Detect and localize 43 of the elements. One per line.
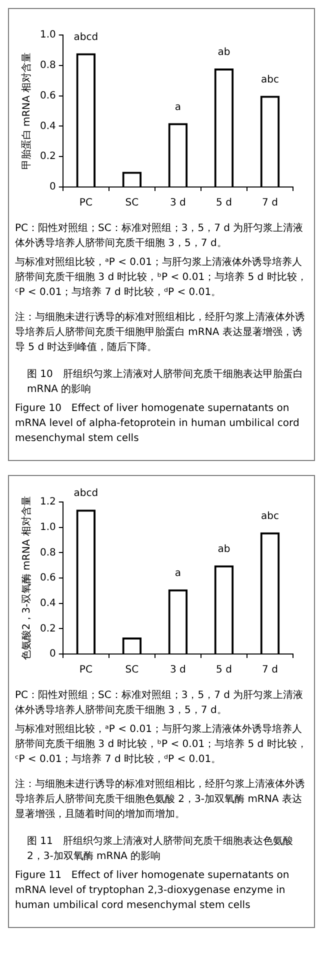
x-tick-label: SC xyxy=(124,664,138,676)
x-tick-label: 3 d xyxy=(170,664,186,676)
x-tick-label: 7 d xyxy=(262,664,278,676)
text: Figure 11 Effect of liver homogenate supernatants on mRNA level of tryptophan 2,3-dioxygenase enzyme in human umbilical cord mesenchymal stem cells xyxy=(15,869,290,913)
y-tick-label: 1.0 xyxy=(39,522,56,533)
x-tick-label: 5 d xyxy=(216,198,232,209)
annotation: a xyxy=(174,568,181,579)
x-tick-label: 5 d xyxy=(216,664,232,676)
text: PC：阳性对照组；SC：标准对照组；3，5，7 d 为肝匀浆上清液体外诱导培养人脐带间充质干细胞 3，5，7 d。 xyxy=(15,688,304,718)
annotation: abcd xyxy=(73,32,98,43)
y-tick-label: 0.4 xyxy=(39,598,56,609)
y-tick-label: 1.2 xyxy=(39,496,56,508)
x-tick-label: PC xyxy=(78,664,92,676)
annotation: ab xyxy=(217,47,230,58)
annotation: ab xyxy=(217,544,230,555)
y-tick-label: 0.8 xyxy=(39,547,56,558)
text: 图 10 肝组织匀浆上清液对人脐带间充质干细胞表达甲胎蛋白 mRNA 的影响 xyxy=(26,368,304,397)
annotation: abc xyxy=(260,510,278,522)
y-tick-label: 1.0 xyxy=(39,30,56,41)
x-tick-label: PC xyxy=(78,198,92,209)
annotation: a xyxy=(174,102,181,113)
y-tick-label: 0 xyxy=(49,182,56,193)
annotation: abcd xyxy=(73,488,98,500)
text: PC：阳性对照组；SC：标准对照组；3，5，7 d 为肝匀浆上清液体外诱导培养人脐带间充质干细胞 3，5，7 d。 xyxy=(15,222,304,251)
y-axis-title: 甲胎蛋白 mRNA 相对含量 xyxy=(20,52,32,170)
y-tick-label: 0.4 xyxy=(39,120,56,132)
x-tick-label: 3 d xyxy=(170,198,186,209)
y-tick-label: 0.8 xyxy=(39,60,56,71)
annotation: abc xyxy=(260,74,278,86)
text: Figure 10 Effect of liver homogenate supernatants on mRNA level of alpha-fetoprotein in human umbilical cord mesenchymal stem cells xyxy=(15,402,300,446)
y-tick-label: 0.2 xyxy=(39,151,56,162)
text: 注：与细胞未进行诱导的标准对照组相比，经肝匀浆上清液体外诱导培养后人脐带间充质干细胞甲胎蛋白 mRNA 表达显著增强，诱导 5 d 时达到峰值，随后下降。 xyxy=(15,310,306,355)
y-tick-label: 0.6 xyxy=(39,90,56,102)
y-tick-label: 0.6 xyxy=(39,572,56,584)
text: 图 11 肝组织匀浆上清液对人脐带间充质干细胞表达色氨酸 2，3-加双氧酶 mRNA 的影响 xyxy=(26,834,294,864)
text: 注：与细胞未进行诱导的标准对照组相比，经肝匀浆上清液体外诱导培养后人脐带间充质干细胞色氨酸 2，3-加双氧酶 mRNA 表达显著增强，且随着时间的增加而增加。 xyxy=(15,778,306,822)
text: 与标准对照组比较，ᵃP < 0.01；与肝匀浆上清液体外诱导培养人脐带间充质干细胞 3 d 时比较，ᵇP < 0.01；与培养 5 d 时比较，ᶜP < 0.01；与培养 7 d 时比较，ᵈP < 0.01。 xyxy=(15,722,308,767)
x-tick-label: 7 d xyxy=(262,198,278,209)
x-tick-label: SC xyxy=(124,198,138,209)
y-tick-label: 0 xyxy=(49,648,56,660)
text: 与标准对照组比较，ᵃP < 0.01；与肝匀浆上清液体外诱导培养人脐带间充质干细胞 3 d 时比较，ᵇP < 0.01；与培养 5 d 时比较，ᶜP < 0.01；与培养 7 d 时比较，ᵈP < 0.01。 xyxy=(15,256,308,300)
y-tick-label: 0.2 xyxy=(39,623,56,634)
y-axis-title: 色氨酸2，3-双氧酶 mRNA 相对含量 xyxy=(20,496,32,660)
